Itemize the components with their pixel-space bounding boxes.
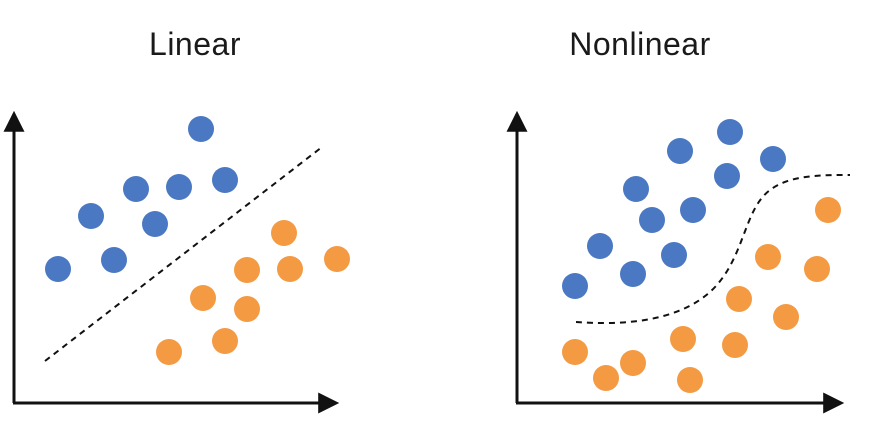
orange-point [190,285,216,311]
blue-point [667,138,693,164]
orange-point [815,197,841,223]
orange-point [212,328,238,354]
orange-point [726,286,752,312]
blue-point [45,256,71,282]
blue-point [620,261,646,287]
nonlinear-plot [506,110,851,414]
orange-point [677,367,703,393]
blue-point [123,176,149,202]
blue-point [661,242,687,268]
blue-point [101,247,127,273]
orange-point [324,246,350,272]
linear-title: Linear [149,26,241,62]
blue-point [562,273,588,299]
linear-decision-boundary [44,146,323,362]
orange-point [156,339,182,365]
orange-point [755,244,781,270]
orange-point [271,220,297,246]
orange-point [722,332,748,358]
linear-plot [3,110,350,414]
orange-point [234,257,260,283]
orange-point [620,350,646,376]
blue-point [760,146,786,172]
blue-point [680,197,706,223]
nonlinear-decision-boundary [575,174,851,324]
orange-point [773,304,799,330]
orange-point [670,326,696,352]
blue-point [166,174,192,200]
orange-point [234,296,260,322]
blue-point [142,211,168,237]
orange-point [593,365,619,391]
nonlinear-title: Nonlinear [569,26,711,62]
blue-point [587,233,613,259]
blue-point [639,207,665,233]
blue-point [714,163,740,189]
blue-point [623,176,649,202]
blue-point [717,119,743,145]
orange-point [804,256,830,282]
blue-point [188,116,214,142]
orange-point [562,339,588,365]
linear-panel: Linear [3,26,350,414]
blue-point [78,203,104,229]
nonlinear-panel: Nonlinear [440,0,875,445]
orange-point [277,256,303,282]
blue-point [212,167,238,193]
